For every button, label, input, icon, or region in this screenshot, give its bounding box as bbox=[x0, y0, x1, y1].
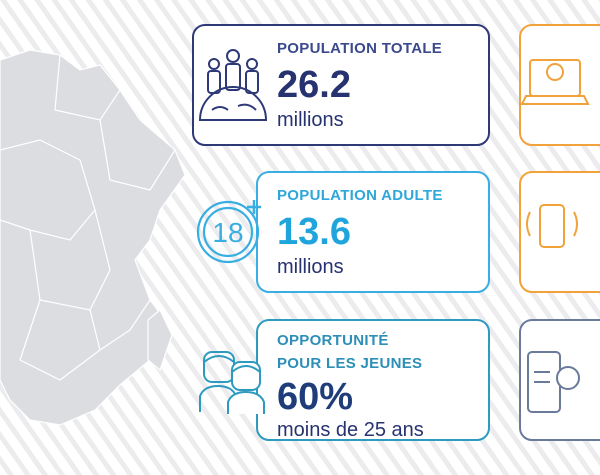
map bbox=[0, 49, 186, 426]
youth-icon bbox=[199, 351, 265, 414]
card-title: POPULATION ADULTE bbox=[277, 187, 443, 204]
people-icon bbox=[198, 49, 268, 121]
card-unit: moins de 25 ans bbox=[277, 419, 424, 441]
laptop-icon bbox=[520, 59, 590, 105]
card-value: 60% bbox=[277, 376, 353, 418]
icon-text: 18 bbox=[212, 217, 243, 248]
card-value: 13.6 bbox=[277, 211, 351, 253]
card-unit: millions bbox=[277, 256, 344, 278]
card-title: OPPORTUNITÉ bbox=[277, 332, 389, 349]
phone-icon bbox=[526, 204, 578, 248]
card-unit: millions bbox=[277, 109, 344, 131]
card bbox=[519, 24, 600, 146]
age-icon: 18 bbox=[196, 200, 261, 264]
card bbox=[192, 24, 490, 146]
card-title: POPULATION TOTALE bbox=[277, 40, 442, 57]
card-title: POUR LES JEUNES bbox=[277, 355, 422, 372]
payment-icon bbox=[527, 351, 580, 413]
card bbox=[519, 171, 600, 293]
card-value: 26.2 bbox=[277, 64, 351, 106]
